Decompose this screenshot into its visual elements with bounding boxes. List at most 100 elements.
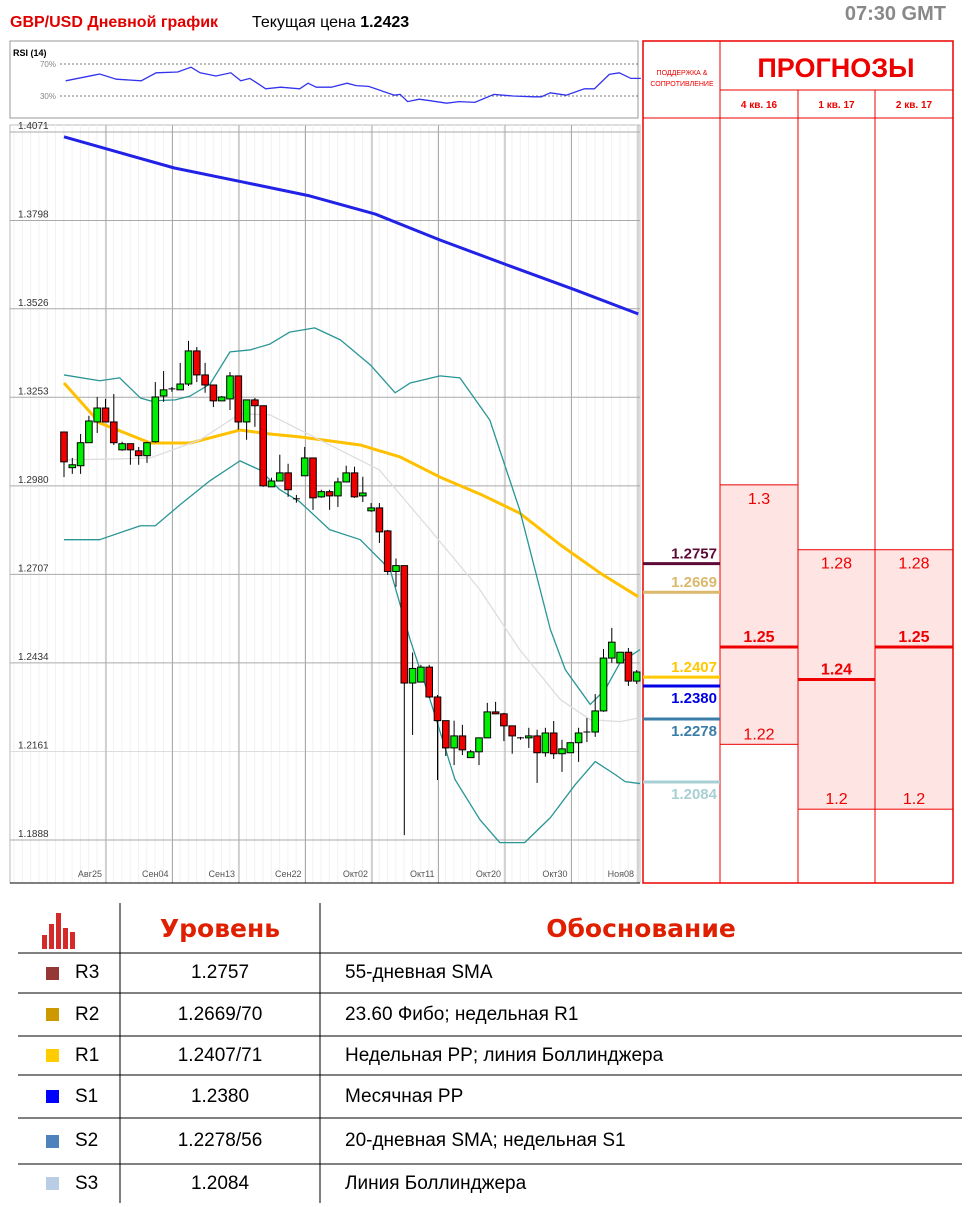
y-tick-label: 1.3798 [18, 210, 49, 221]
level-name: S2 [75, 1130, 99, 1151]
level-value: 1.2669/70 [177, 1003, 263, 1025]
sr-level-label: 1.2669 [671, 574, 717, 591]
y-tick-label: 1.1888 [18, 829, 49, 840]
x-tick-label: Окт30 [542, 869, 567, 879]
candle-body [193, 350, 201, 376]
candle [76, 433, 85, 474]
candle-body [284, 472, 292, 491]
x-tick-label: Сен04 [142, 869, 169, 879]
x-tick-label: Окт02 [343, 869, 368, 879]
candle-body [367, 507, 375, 512]
candle-body [599, 657, 608, 712]
level-name-cell: S1 [46, 1075, 120, 1118]
level-value: 1.2084 [190, 1172, 250, 1194]
candle-body [383, 530, 392, 572]
candle [408, 652, 417, 735]
candle [574, 727, 583, 762]
candle [466, 749, 475, 759]
rsi-tick-30: 30% [40, 92, 56, 101]
candle [549, 720, 558, 759]
candle-body [558, 748, 566, 755]
candle-body [300, 457, 309, 477]
x-tick-label: Окт20 [476, 869, 501, 879]
x-tick-label: Ноя08 [608, 869, 634, 879]
level-name: S3 [75, 1172, 99, 1194]
timestamp: 07:30 GMT [844, 3, 946, 25]
candle [284, 463, 292, 497]
candle-body [466, 751, 475, 759]
forecast-high: 1.28 [898, 556, 929, 573]
candle [168, 386, 176, 392]
current-price-label: Текущая цена [252, 14, 356, 31]
level-value: 1.2278/56 [177, 1130, 263, 1151]
level-name: R1 [75, 1044, 100, 1066]
bar-chart-icon [42, 913, 75, 949]
candle [583, 718, 591, 743]
y-tick-label: 1.2161 [18, 740, 49, 751]
rsi-tick-70: 70% [40, 60, 56, 69]
current-price: Текущая цена 1.2423 [252, 14, 409, 32]
candle [184, 340, 193, 386]
candle [632, 670, 641, 685]
candle-body [334, 481, 342, 497]
candle [442, 720, 450, 757]
candle [143, 441, 151, 463]
candle-body [400, 565, 409, 684]
candle-body [209, 384, 218, 402]
candle-body [500, 713, 508, 727]
candle-body [143, 442, 151, 457]
candle [608, 627, 616, 663]
candle [226, 372, 234, 410]
candle-body [309, 457, 317, 499]
level-reason: Месячная PP [345, 1085, 464, 1107]
candle-body [217, 396, 226, 402]
level-name-cell: R3 [46, 953, 120, 993]
rsi-title: RSI (14) [13, 48, 47, 58]
level-name-cell: S3 [46, 1164, 120, 1203]
candle [85, 415, 93, 444]
candle-body [226, 375, 234, 400]
candle-body [525, 735, 533, 739]
candle-body [101, 407, 110, 423]
price-chart-panel [9, 124, 641, 884]
y-tick-label: 1.3253 [18, 386, 49, 397]
sr-level-label: 1.2084 [671, 786, 718, 803]
candle [259, 405, 267, 487]
level-name-cell: R1 [46, 1036, 120, 1075]
candle-body [392, 565, 400, 572]
level-name: R2 [75, 1003, 100, 1025]
candle [134, 446, 143, 465]
rsi-line [65, 66, 641, 104]
candle [558, 739, 566, 772]
candle [300, 446, 309, 477]
level-reason: 23.60 Фибо; недельная R1 [345, 1003, 579, 1025]
forecast-mid: 1.24 [821, 661, 852, 678]
candle [334, 477, 342, 507]
candle-body [342, 472, 350, 483]
candle [483, 702, 492, 739]
candle-body [408, 667, 417, 684]
candle-body [110, 421, 118, 444]
candle-body [68, 464, 77, 469]
candle [242, 399, 251, 440]
candle [251, 397, 259, 427]
candle [367, 503, 375, 512]
candle [342, 465, 350, 483]
candle-body [242, 399, 251, 423]
candle-body [267, 480, 276, 488]
quarter-header: 1 кв. 17 [818, 100, 855, 111]
candle [350, 466, 359, 498]
level-color-swatch [46, 1049, 59, 1062]
forecast-low: 1.22 [743, 726, 774, 743]
sr-header: ПОДДЕРЖКА & [657, 70, 708, 77]
quarter-header: 4 кв. 16 [741, 100, 778, 111]
candle-body [442, 720, 450, 749]
candle-body [433, 696, 442, 722]
y-tick-label: 1.3526 [18, 298, 49, 309]
candle-body [251, 399, 259, 407]
candle-body [533, 735, 541, 754]
candle-body [276, 472, 284, 482]
forecast-high: 1.3 [748, 491, 770, 508]
candle [193, 347, 201, 383]
candle-body [632, 671, 641, 682]
